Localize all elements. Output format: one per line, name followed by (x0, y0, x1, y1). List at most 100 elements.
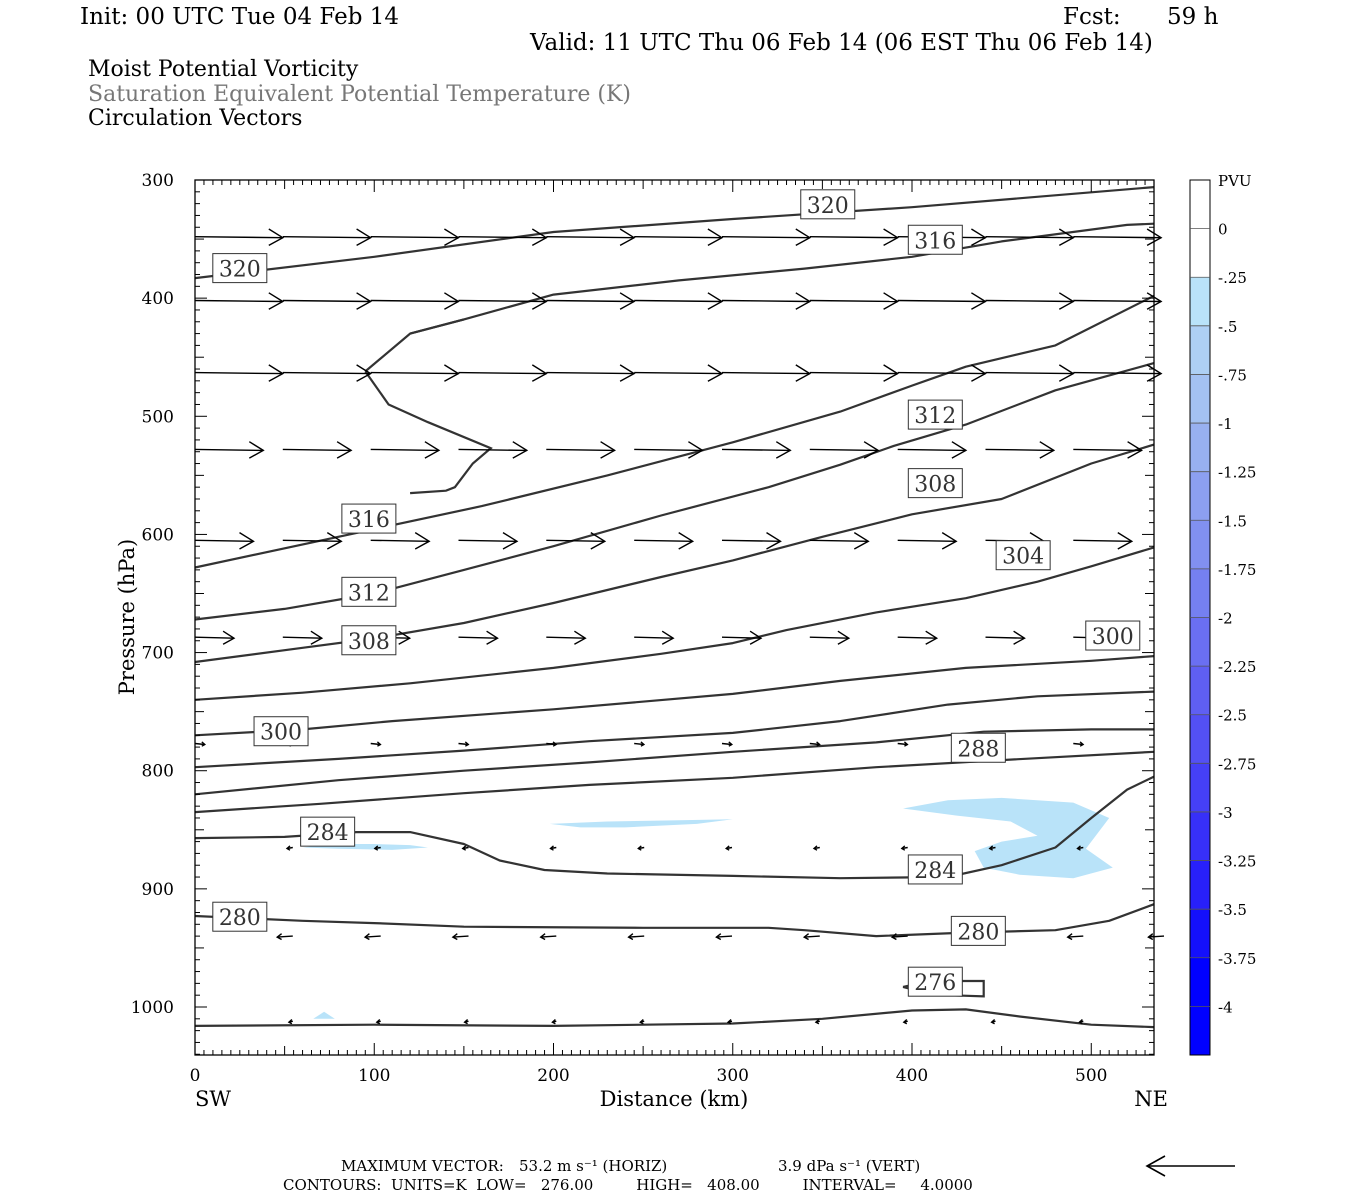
colorbar-label: -1.5 (1218, 512, 1247, 530)
vector-head (802, 933, 810, 941)
max-vector-label: MAXIMUM VECTOR: (341, 1157, 504, 1175)
vector-shaft (194, 299, 283, 303)
colorbar-cell-10 (1190, 666, 1210, 716)
vector-5-8 (897, 630, 939, 645)
vector-head (531, 228, 548, 247)
vector-3-6 (721, 441, 792, 459)
contour-label-text: 320 (807, 194, 849, 219)
vector-shaft (897, 371, 986, 375)
contour-296-7 (194, 690, 1155, 769)
vector-shaft (897, 299, 986, 303)
contour-label-15: 280 (950, 915, 1006, 946)
vector-shaft (985, 371, 1074, 375)
contour-label-text: 304 (1002, 545, 1044, 570)
contour-label-text: 280 (219, 906, 261, 931)
contour-label-text: 284 (307, 821, 349, 846)
vector-6-3 (458, 741, 470, 747)
vector-head (637, 845, 642, 851)
vector-shaft (282, 636, 322, 639)
vector-shaft (721, 742, 732, 746)
colorbar-label: -2.75 (1218, 755, 1256, 773)
contour-label-text: 300 (260, 721, 302, 746)
vector-2-8 (897, 364, 987, 382)
init-time: Init: 00 UTC Tue 04 Feb 14 (80, 4, 400, 30)
vector-head (451, 933, 458, 941)
vector-head (1117, 532, 1134, 550)
vector-head (640, 741, 646, 747)
contour-label-3: 316 (341, 503, 397, 534)
vector-head (1058, 228, 1075, 247)
vector-head (363, 933, 370, 941)
max-vector-horiz: 53.2 m s⁻¹ (HORIZ) (519, 1157, 668, 1175)
vector-2-1 (282, 364, 372, 382)
vector-7-7 (900, 845, 908, 851)
contour-label-box (800, 189, 856, 220)
vector-shaft (546, 539, 605, 542)
vector-shaft (370, 371, 459, 375)
vector-shaft (194, 742, 205, 746)
vector-shaft (1067, 935, 1084, 938)
vector-shaft (628, 935, 645, 938)
colorbar-label: -1 (1218, 415, 1233, 433)
vector-shaft (370, 299, 459, 303)
contour-label-text: 308 (348, 630, 390, 655)
vector-7-0 (285, 845, 293, 851)
vector-head (287, 1018, 293, 1025)
vector-0-6 (721, 228, 812, 247)
contour-292-8 (194, 728, 1154, 796)
vector-head (775, 441, 792, 459)
contour-284-10 (194, 775, 1155, 880)
vector-7-1 (373, 845, 381, 851)
vector-head (398, 630, 412, 645)
vector-shaft (282, 448, 352, 452)
contour-label-box (907, 854, 963, 885)
contour-304-5 (194, 546, 1155, 701)
vector-head (463, 1018, 469, 1025)
vector-8-4 (627, 933, 645, 941)
vector-1-0 (194, 292, 285, 310)
vector-head (531, 292, 548, 310)
colorbar-label: -.75 (1218, 366, 1247, 384)
vector-1-10 (1073, 292, 1163, 310)
vector-1-1 (282, 292, 372, 310)
vector-shaft (809, 236, 898, 239)
vector-4-6 (721, 532, 782, 550)
vector-0-1 (282, 228, 372, 247)
vector-head (551, 1018, 556, 1025)
contour-label-text: 312 (914, 404, 956, 429)
contour-label-1: 320 (212, 253, 268, 284)
vector-head (336, 441, 353, 459)
vector-shaft (985, 299, 1074, 303)
valid-time: Valid: 11 UTC Thu 06 Feb 14 (06 EST Thu … (530, 30, 1153, 56)
colorbar-cell-6 (1190, 471, 1210, 521)
contour-label-box (253, 716, 309, 747)
contour-320-0 (194, 186, 1155, 280)
contour-label-0: 320 (800, 189, 856, 220)
vector-1-8 (897, 292, 987, 310)
vector-0-4 (546, 228, 636, 247)
circulation-vectors (194, 228, 1165, 1025)
vector-5-3 (458, 630, 499, 645)
vector-head (356, 292, 372, 310)
contour-label-box (907, 399, 963, 430)
vector-shaft (721, 636, 762, 639)
vector-8-0 (275, 933, 293, 941)
y-axis-title: Pressure (hPa) (115, 539, 139, 695)
vector-shaft (282, 371, 371, 375)
vector-head (222, 630, 236, 645)
vector-9-5 (726, 1018, 733, 1025)
vector-head (795, 364, 812, 382)
vector-0-7 (809, 228, 899, 247)
y-tick-label: 900 (142, 880, 174, 900)
vector-shaft (721, 448, 791, 452)
vector-head (951, 441, 968, 459)
vector-1-4 (546, 292, 636, 310)
vector-head (1039, 441, 1056, 459)
vector-head (814, 1018, 820, 1025)
contour-label-9: 300 (1085, 620, 1141, 651)
contour-label-6: 308 (907, 468, 963, 499)
vector-shaft (809, 742, 820, 746)
vector-shaft (546, 636, 586, 639)
vector-head (444, 228, 460, 247)
vector-head (512, 441, 529, 459)
